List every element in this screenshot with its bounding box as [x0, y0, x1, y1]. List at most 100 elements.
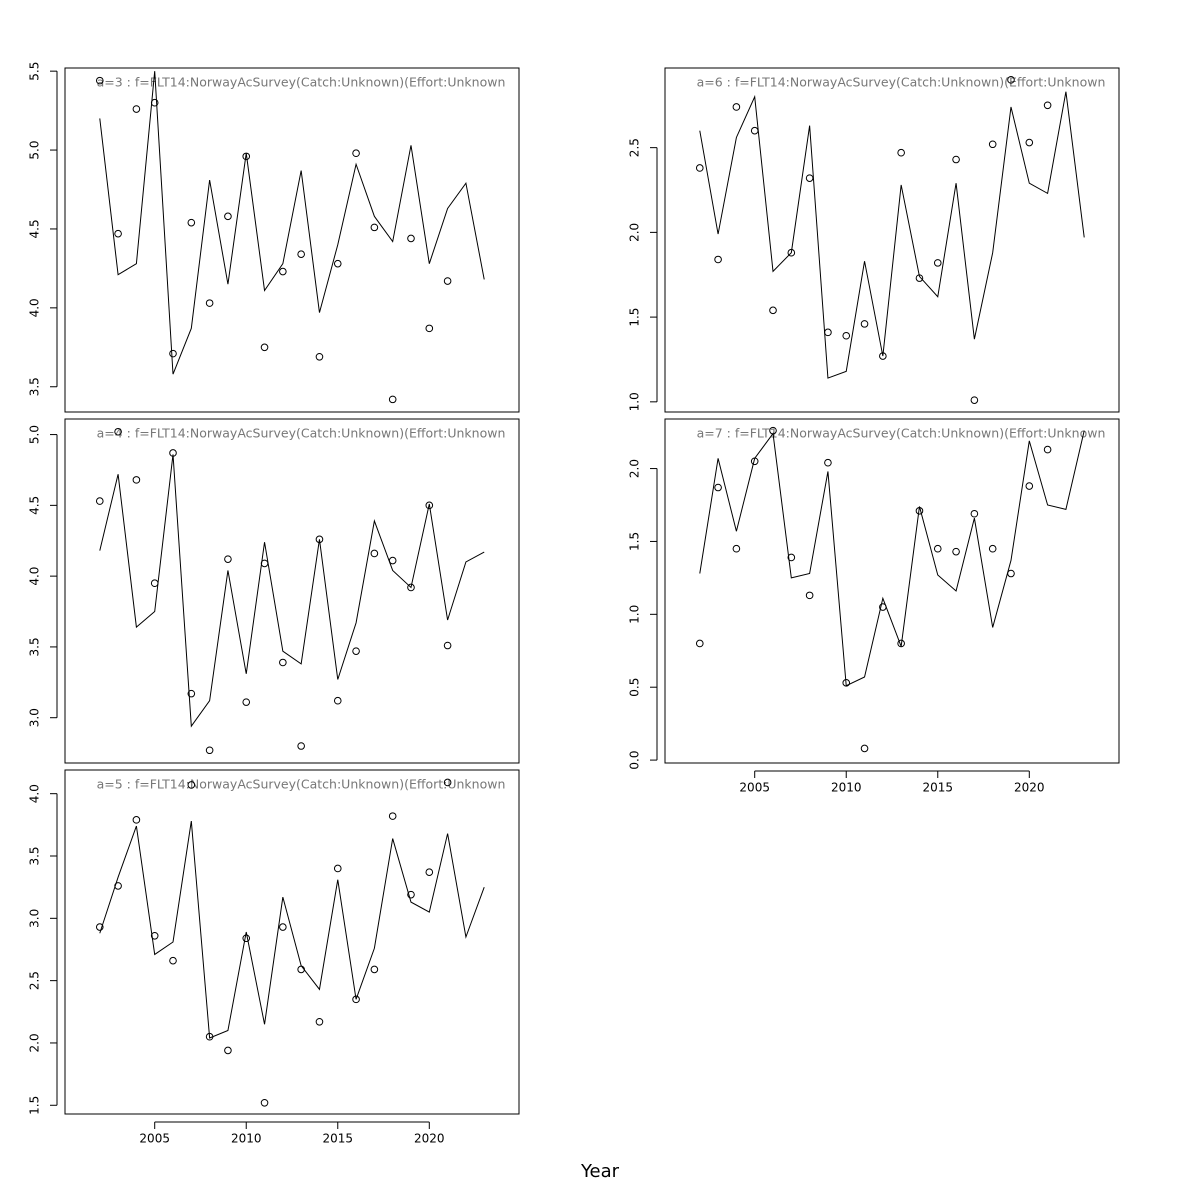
- observed-point: [279, 267, 287, 276]
- observed-point: [860, 320, 869, 328]
- y-tick-label: 4.0: [28, 567, 42, 586]
- observed-point: [388, 556, 397, 565]
- y-tick-label: 5.0: [28, 141, 42, 160]
- observed-point: [297, 250, 305, 259]
- observed-point: [205, 1032, 214, 1041]
- fitted-line: [699, 91, 1085, 379]
- plot-frame: [664, 67, 1120, 413]
- observed-point: [443, 641, 452, 650]
- observed-point: [132, 105, 141, 113]
- y-tick-label: 1.5: [28, 1096, 42, 1115]
- y-tick-label: 1.5: [628, 308, 642, 327]
- y-tick-label: 5.0: [28, 425, 42, 444]
- observed-point: [242, 698, 251, 706]
- observed-point: [897, 148, 905, 157]
- observed-point: [860, 744, 869, 753]
- observed-point: [732, 544, 741, 553]
- observed-point: [114, 427, 122, 436]
- observed-point: [443, 778, 452, 787]
- observed-point: [169, 449, 177, 457]
- observed-point: [842, 331, 851, 340]
- observed-point: [242, 152, 251, 161]
- observed-point: [915, 274, 924, 282]
- y-tick-label: 3.5: [28, 637, 42, 656]
- plot-frame: [64, 418, 520, 764]
- observed-point: [224, 212, 232, 221]
- observed-point: [879, 352, 887, 360]
- observed-point: [443, 277, 452, 285]
- observed-point: [150, 931, 159, 940]
- observed-point: [732, 103, 741, 111]
- panel: a=3 : f=FLT14:NorwayAcSurvey(Catch:Unkno…: [28, 62, 520, 413]
- observed-point: [297, 965, 305, 974]
- observed-point: [150, 98, 159, 107]
- y-tick-label: 4.5: [28, 219, 42, 238]
- y-tick-label: 2.5: [28, 971, 42, 990]
- plot-frame: [664, 418, 1120, 764]
- plot-frame: [64, 769, 520, 1115]
- x-tick-label: 2015: [322, 1132, 353, 1146]
- observed-point: [187, 781, 196, 789]
- y-tick-label: 1.5: [628, 532, 642, 551]
- observed-point: [1007, 569, 1015, 578]
- observed-point: [407, 890, 415, 899]
- x-tick-label: 2010: [231, 1132, 262, 1146]
- panel: a=5 : f=FLT14:NorwayAcSurvey(Catch:Unkno…: [28, 769, 520, 1146]
- observed-point: [352, 995, 360, 1004]
- observed-point: [388, 812, 397, 820]
- observed-point: [714, 255, 722, 264]
- observed-point: [114, 229, 122, 238]
- observed-point: [915, 507, 924, 515]
- observed-point: [970, 396, 979, 404]
- panel-title: a=5 : f=FLT14:NorwayAcSurvey(Catch:Unkno…: [97, 777, 506, 792]
- x-tick-label: 2020: [1014, 781, 1045, 795]
- observed-point: [842, 679, 851, 687]
- observed-point: [952, 155, 960, 164]
- observed-point: [769, 306, 777, 315]
- observed-point: [260, 343, 269, 352]
- observed-point: [933, 544, 942, 553]
- observed-point: [297, 742, 305, 750]
- observed-point: [260, 559, 269, 568]
- y-tick-label: 0.0: [628, 751, 642, 770]
- y-tick-label: 0.5: [628, 678, 642, 697]
- observed-point: [750, 126, 759, 135]
- observed-point: [169, 956, 177, 965]
- fitted-line: [99, 71, 485, 375]
- observed-point: [805, 591, 814, 600]
- panel: a=4 : f=FLT14:NorwayAcSurvey(Catch:Unkno…: [28, 418, 520, 764]
- observed-point: [279, 658, 287, 667]
- observed-point: [805, 174, 814, 182]
- observed-point: [897, 639, 905, 648]
- panel-title: a=7 : f=FLT14:NorwayAcSurvey(Catch:Unkno…: [697, 426, 1106, 441]
- observed-point: [1025, 138, 1034, 147]
- observed-point: [787, 248, 796, 257]
- observed-point: [407, 234, 415, 243]
- y-tick-label: 2.0: [628, 223, 642, 242]
- y-tick-label: 3.0: [28, 909, 42, 928]
- observed-point: [769, 426, 777, 435]
- x-tick-label: 2015: [922, 781, 953, 795]
- panel-title: a=3 : f=FLT14:NorwayAcSurvey(Catch:Unkno…: [97, 75, 506, 90]
- observed-point: [988, 544, 997, 553]
- x-tick-label: 2005: [739, 781, 770, 795]
- observed-point: [315, 1017, 324, 1026]
- observed-point: [242, 934, 251, 943]
- observed-point: [370, 223, 379, 232]
- y-tick-label: 3.0: [28, 708, 42, 727]
- observed-point: [333, 259, 342, 268]
- y-tick-label: 2.0: [628, 459, 642, 478]
- panel-title: a=4 : f=FLT14:NorwayAcSurvey(Catch:Unkno…: [97, 426, 506, 441]
- observed-point: [169, 349, 177, 358]
- observed-point: [425, 868, 434, 877]
- observed-point: [370, 549, 379, 558]
- y-tick-label: 4.0: [28, 298, 42, 317]
- observed-point: [407, 583, 415, 592]
- observed-point: [824, 328, 832, 337]
- fitted-line: [99, 454, 485, 728]
- y-tick-label: 1.0: [628, 392, 642, 411]
- observed-point: [370, 965, 379, 974]
- observed-point: [352, 149, 360, 158]
- observed-point: [879, 603, 887, 611]
